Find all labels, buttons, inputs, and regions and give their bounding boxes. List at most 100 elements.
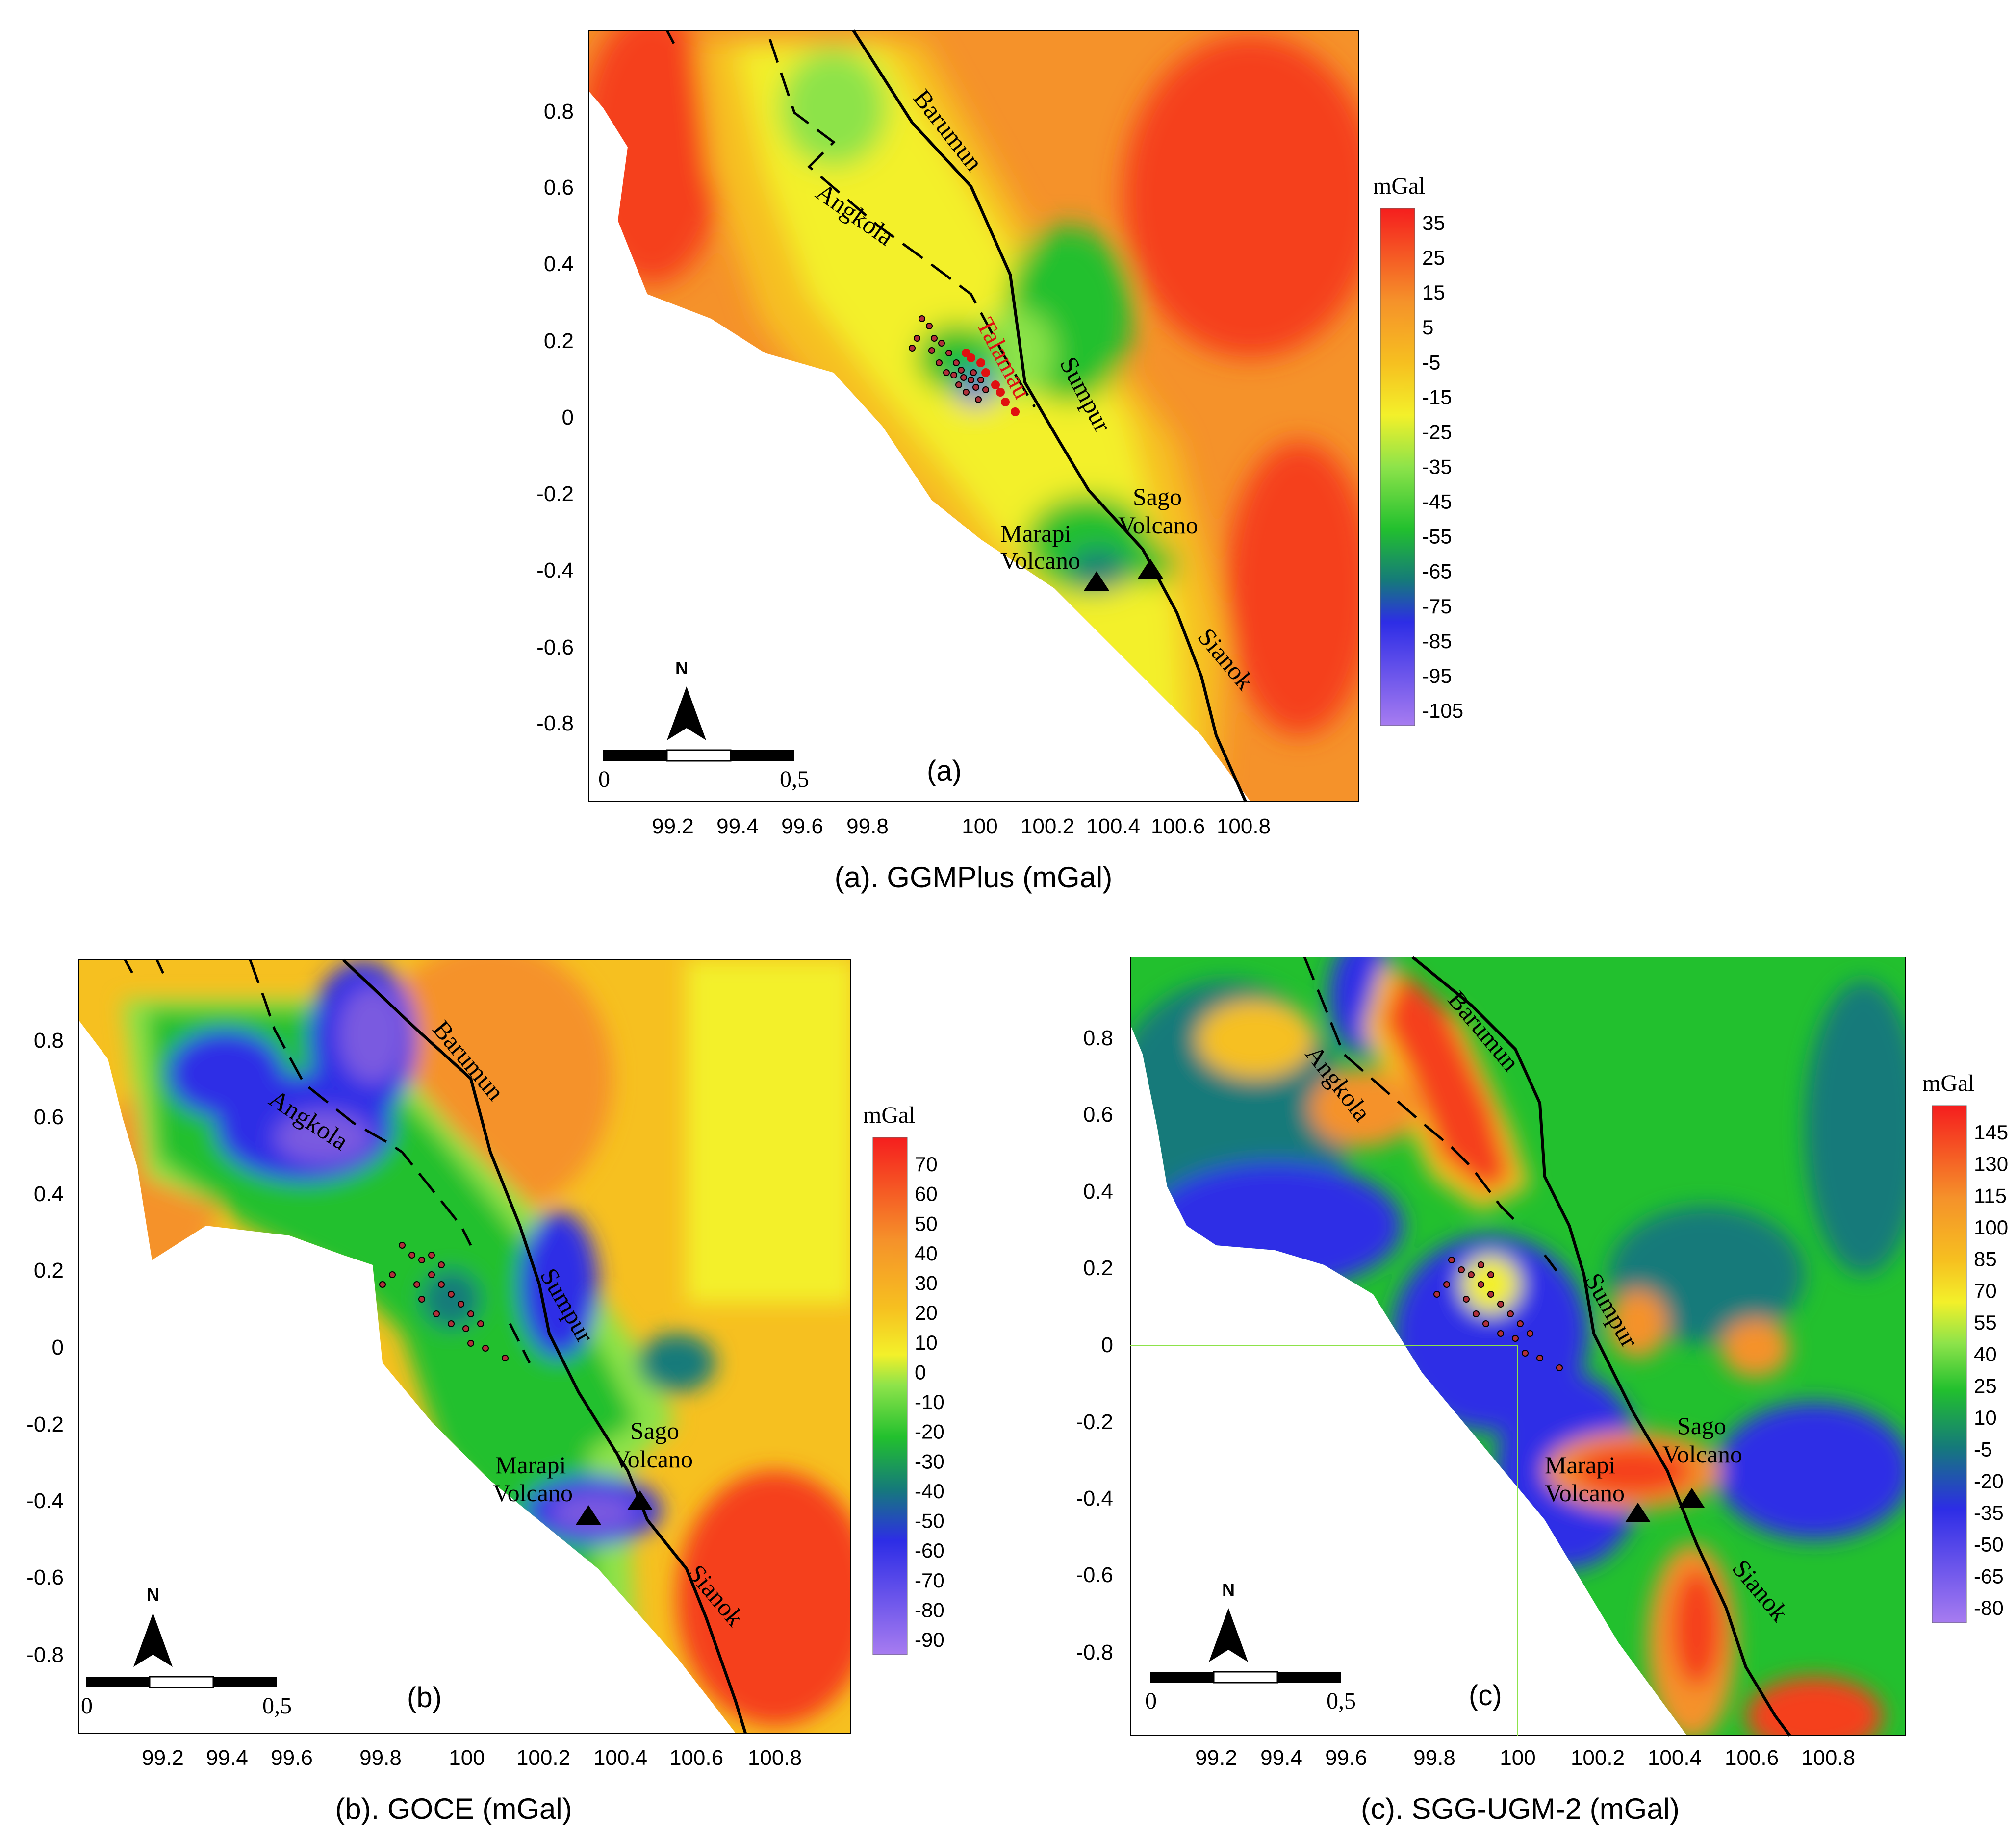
sago-label-line1: Sago — [1133, 483, 1182, 510]
panel-a-colorbar-ticks: 35 25 15 5 -5 -15 -25 -35 -45 -55 -65 -75 -85 -95 -105 — [1422, 211, 1463, 722]
svg-text:0,5: 0,5 — [1327, 1688, 1356, 1714]
panel-a-frame — [588, 30, 1359, 802]
svg-text:99.8: 99.8 — [846, 814, 889, 838]
marapi-volcano-icon-b — [576, 1505, 601, 1525]
north-arrow-b: N — [133, 1585, 173, 1667]
colorbar-tick-label: 15 — [1422, 281, 1445, 304]
svg-text:100.8: 100.8 — [1217, 814, 1271, 838]
panel-a-unit: mGal — [1373, 173, 1426, 199]
scale-bar-b: 0 0,5 — [81, 1676, 292, 1719]
colorbar-tick-label: -20 — [1974, 1469, 2004, 1492]
colorbar-tick-label: -60 — [915, 1539, 944, 1562]
panel-a-y-ticks: 0.8 0.6 0.4 0.2 0 -0.2 -0.4 -0.6 -0.8 — [536, 100, 574, 735]
colorbar-tick-label: -95 — [1422, 664, 1452, 687]
colorbar-tick-label: -35 — [1974, 1501, 2004, 1524]
marapi-label-line2-b: Volcano — [493, 1479, 573, 1507]
svg-text:0: 0 — [52, 1335, 64, 1360]
svg-text:0.2: 0.2 — [1083, 1256, 1113, 1280]
colorbar-tick-label: -75 — [1422, 595, 1452, 618]
colorbar-tick-label: 85 — [1974, 1248, 1997, 1271]
svg-text:0.2: 0.2 — [544, 329, 574, 353]
talamau-dots — [962, 349, 1020, 416]
svg-text:99.6: 99.6 — [1325, 1746, 1367, 1770]
svg-text:99.2: 99.2 — [142, 1746, 184, 1770]
colorbar-tick-label: -85 — [1422, 629, 1452, 653]
svg-text:0,5: 0,5 — [780, 766, 809, 792]
colorbar-tick-label: -20 — [915, 1420, 944, 1443]
svg-text:0: 0 — [1145, 1688, 1157, 1714]
sago-volcano-icon-b — [627, 1490, 653, 1510]
panel-c-colorbar — [1932, 1105, 1967, 1623]
north-arrow-a: N — [667, 658, 706, 740]
colorbar-tick-label: -80 — [1974, 1596, 2004, 1619]
colorbar-tick-label: 40 — [1974, 1343, 1997, 1366]
angkola-fault-c — [1303, 957, 1521, 1227]
svg-text:0.6: 0.6 — [1083, 1103, 1113, 1127]
svg-text:-0.2: -0.2 — [536, 482, 574, 506]
panel-b-colorbar — [872, 1137, 908, 1655]
colorbar-tick-label: -45 — [1422, 490, 1452, 513]
svg-text:0: 0 — [1101, 1333, 1113, 1357]
panel-b-frame — [78, 959, 851, 1734]
sago-label-line2: Volcano — [1118, 511, 1198, 539]
svg-text:-0.6: -0.6 — [1076, 1563, 1113, 1587]
svg-text:100.4: 100.4 — [1086, 814, 1140, 838]
svg-text:0.4: 0.4 — [544, 252, 574, 276]
colorbar-tick-label: 10 — [1974, 1406, 1997, 1429]
panel-c-x-ticks: 99.2 99.4 99.6 99.8 100 100.2 100.4 100.… — [1195, 1746, 1855, 1770]
svg-text:-0.8: -0.8 — [1076, 1640, 1113, 1664]
colorbar-tick-label: -50 — [1974, 1533, 2004, 1556]
svg-text:0.6: 0.6 — [544, 176, 574, 200]
svg-text:100: 100 — [962, 814, 997, 838]
colorbar-tick-label: 0 — [915, 1360, 926, 1384]
scale-bar-c: 0 0,5 — [1145, 1671, 1356, 1714]
svg-text:99.4: 99.4 — [206, 1746, 248, 1770]
panel-a-caption: (a). GGMPlus (mGal) — [835, 861, 1113, 894]
svg-text:0.4: 0.4 — [34, 1182, 64, 1206]
panel-c: Barumun Angkola Sumpur Sianok Marapi Vol… — [1076, 956, 2008, 1825]
colorbar-tick-label: 40 — [915, 1242, 938, 1265]
svg-text:100: 100 — [1500, 1746, 1535, 1770]
colorbar-tick-label: -80 — [915, 1598, 944, 1621]
colorbar-tick-label: 5 — [1422, 316, 1433, 339]
svg-text:100.6: 100.6 — [1725, 1746, 1779, 1770]
svg-text:0.8: 0.8 — [544, 100, 574, 124]
svg-text:99.2: 99.2 — [1195, 1746, 1237, 1770]
sumpur-barumun-sianok-fault-c — [1411, 956, 1791, 1737]
panel-a-colorbar — [1380, 208, 1415, 726]
panel-a: Barumun Angkola Sumpur Sianok Talamau Ma… — [536, 29, 1463, 894]
svg-text:-0.4: -0.4 — [1076, 1486, 1113, 1511]
panel-a-x-ticks: 99.2 99.4 99.6 99.8 100 100.2 100.4 100.… — [652, 814, 1271, 838]
colorbar-tick-label: 10 — [915, 1331, 938, 1354]
north-arrow-c: N — [1209, 1580, 1248, 1662]
colorbar-tick-label: 70 — [1974, 1279, 1997, 1302]
colorbar-tick-label: 50 — [915, 1212, 938, 1235]
svg-text:0: 0 — [598, 766, 610, 792]
colorbar-tick-label: 70 — [915, 1153, 938, 1176]
sumpur-barumun-sianok-fault-b — [342, 958, 747, 1734]
panel-a-letter: (a) — [927, 755, 962, 787]
marapi-label-line2: Volcano — [1000, 547, 1080, 574]
svg-text:100.8: 100.8 — [1801, 1746, 1855, 1770]
colorbar-tick-label: 30 — [915, 1272, 938, 1295]
svg-text:99.4: 99.4 — [716, 814, 759, 838]
panel-b-colorbar-ticks: 70 60 50 40 30 20 10 0 -10 -20 -30 -40 -50 -60 -70 -80 -… — [915, 1153, 944, 1651]
colorbar-tick-label: -90 — [915, 1628, 944, 1651]
panel-b-y-ticks: 0.8 0.6 0.4 0.2 0 -0.2 -0.4 -0.6 -0.8 — [26, 1029, 64, 1667]
svg-text:100.8: 100.8 — [748, 1746, 802, 1770]
svg-text:-0.2: -0.2 — [26, 1412, 64, 1436]
colorbar-tick-label: -25 — [1422, 420, 1452, 443]
svg-text:0: 0 — [562, 405, 574, 429]
marapi-label-line1-c: Marapi — [1545, 1451, 1615, 1479]
panel-b-anomaly-map — [78, 960, 851, 1733]
panel-c-y-ticks: 0.8 0.6 0.4 0.2 0 -0.2 -0.4 -0.6 -0.8 — [1076, 1026, 1113, 1664]
sago-label-line2-b: Volcano — [613, 1445, 693, 1473]
svg-text:0.8: 0.8 — [1083, 1026, 1113, 1050]
colorbar-tick-label: 100 — [1974, 1216, 2008, 1239]
colorbar-tick-label: 55 — [1974, 1311, 1997, 1334]
colorbar-tick-label: -5 — [1422, 351, 1440, 374]
svg-text:-0.8: -0.8 — [26, 1643, 64, 1667]
svg-text:99.2: 99.2 — [652, 814, 694, 838]
colorbar-tick-label: 25 — [1974, 1374, 1997, 1397]
colorbar-tick-label: -10 — [915, 1390, 944, 1413]
